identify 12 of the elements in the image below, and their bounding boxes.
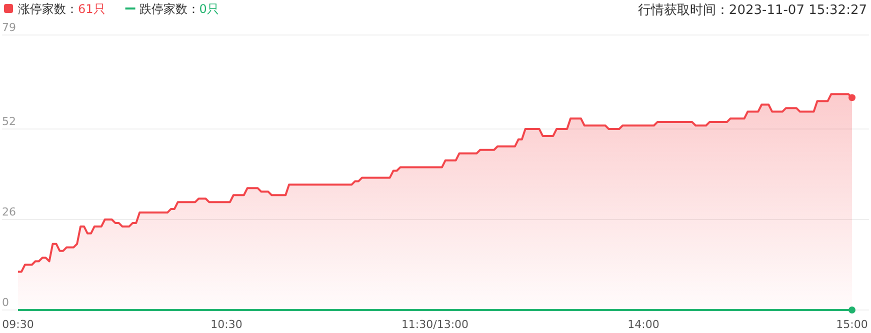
legend-label: 跌停家数：0只 (139, 2, 219, 16)
y-tick-label: 0 (2, 296, 9, 309)
legend-label: 涨停家数：61只 (18, 2, 106, 16)
y-tick-label: 79 (2, 21, 16, 34)
x-tick-label: 10:30 (210, 318, 242, 331)
chart-title: 行情获取时间：2023-11-07 15:32:27 (638, 3, 867, 18)
x-tick-label: 15:00 (836, 318, 868, 331)
x-tick-label: 14:00 (628, 318, 660, 331)
x-tick-label: 09:30 (2, 318, 34, 331)
y-tick-label: 52 (2, 114, 16, 128)
y-tick-label: 26 (2, 205, 16, 218)
x-tick-label: 11:30/13:00 (401, 318, 469, 331)
